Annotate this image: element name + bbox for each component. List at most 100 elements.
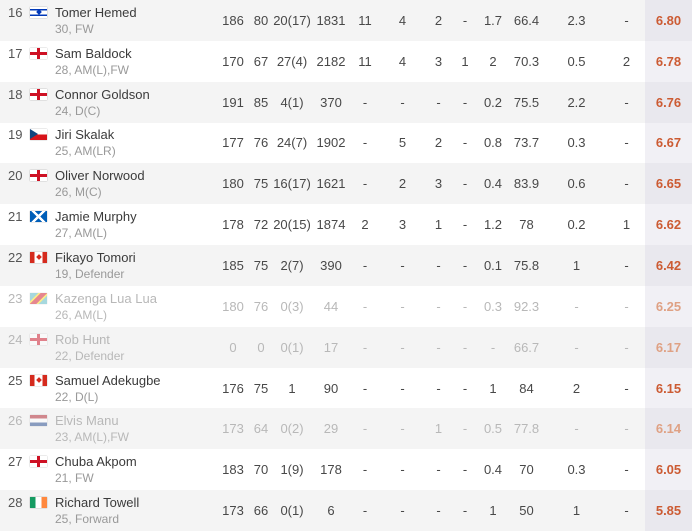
stat-motm: - [624, 462, 629, 478]
stat-height: 180 [216, 163, 250, 205]
stat-apps: 0(2) [272, 408, 312, 450]
player-rank: 27 [8, 454, 23, 470]
player-name[interactable]: Oliver Norwood [55, 168, 145, 184]
stat-mins: 2182 [316, 53, 346, 69]
dr-congo-flag-icon [30, 292, 47, 304]
player-rank: 16 [8, 4, 23, 20]
player-name[interactable]: Rob Hunt [55, 331, 110, 347]
stat-motm: - [608, 408, 645, 450]
stat-rating: 6.65 [645, 163, 692, 205]
stat-pass_pct: 78 [519, 217, 534, 233]
stat-aerials: 0.6 [545, 163, 608, 205]
player-name[interactable]: Richard Towell [55, 495, 140, 511]
player-cell: 16 Tomer Hemed 30, FW [0, 0, 216, 41]
player-meta: 27, AM(L) [55, 226, 108, 241]
stat-mins: 29 [312, 408, 350, 450]
stat-assists: 2 [380, 163, 425, 205]
stat-goals: 2 [361, 217, 369, 233]
stat-red: - [462, 462, 468, 478]
stat-spg: 0.5 [478, 408, 508, 450]
stat-mins: 44 [323, 298, 339, 314]
stat-rating: 6.62 [645, 204, 692, 246]
player-cell: 28 Richard Towell 25, Forward [0, 490, 216, 531]
stat-motm: - [608, 81, 645, 123]
stat-mins: 6 [312, 490, 350, 531]
stat-apps: 20(17) [272, 0, 312, 41]
stat-rating: 6.05 [645, 449, 692, 491]
table-row: 20 Oliver Norwood 26, M(C) 180 75 16(17) 1621-… [0, 163, 692, 205]
stat-weight: 76 [253, 135, 269, 151]
table-row: 17 Sam Baldock 28, AM(L),FW 170 67 27(4) 2182 1… [0, 40, 692, 82]
stat-aerials: 2.2 [545, 81, 608, 123]
player-rank: 20 [8, 168, 23, 184]
player-meta: 24, D(C) [55, 103, 101, 118]
stat-height: 177 [222, 135, 244, 151]
player-rank: 19 [8, 127, 23, 143]
stat-red: - [462, 135, 468, 151]
player-name[interactable]: Sam Baldock [55, 45, 132, 61]
stat-goals: - [350, 408, 380, 450]
stat-red: - [452, 408, 478, 450]
stat-red: - [452, 0, 478, 41]
ireland-flag-icon [30, 497, 47, 509]
stat-red: - [452, 81, 478, 123]
stat-red: 1 [461, 53, 469, 69]
stat-aerials: 0.2 [567, 217, 586, 233]
stat-yellow: - [425, 245, 452, 286]
stat-goals: - [362, 462, 368, 478]
stat-spg: - [478, 326, 508, 368]
player-meta: 19, Defender [55, 266, 125, 281]
stat-mins: 17 [312, 326, 350, 368]
stat-rating: 6.14 [645, 408, 692, 450]
stat-yellow: 2 [425, 0, 452, 41]
stat-weight: 80 [250, 0, 272, 41]
stat-yellow: - [436, 462, 441, 478]
stat-pass_pct: 83.9 [508, 163, 545, 205]
canada-flag-icon [30, 251, 47, 263]
player-cell: 17 Sam Baldock 28, AM(L),FW [0, 41, 216, 82]
stat-height: 176 [222, 380, 244, 396]
player-cell: 25 Samuel Adekugbe 22, D(L) [0, 368, 216, 409]
player-name[interactable]: Jamie Murphy [55, 209, 137, 225]
stat-yellow: - [436, 298, 441, 314]
player-name[interactable]: Fikayo Tomori [55, 249, 136, 265]
stat-red: - [452, 490, 478, 531]
table-row: 24 Rob Hunt 22, Defender 0 0 0(1) 17- - - - -66.7-… [0, 326, 692, 368]
player-name[interactable]: Jiri Skalak [55, 127, 115, 143]
stat-yellow: - [425, 81, 452, 123]
england-flag-icon [30, 88, 47, 100]
stat-yellow: 3 [434, 53, 443, 69]
player-name[interactable]: Elvis Manu [55, 413, 119, 429]
stat-rating: 6.25 [645, 285, 692, 327]
stat-goals: - [350, 163, 380, 205]
stat-red: - [452, 326, 478, 368]
table-row: 21 Jamie Murphy 27, AM(L) 178 72 20(15) 1874 2 3… [0, 204, 692, 246]
stat-assists: - [400, 298, 405, 314]
player-name[interactable]: Tomer Hemed [55, 4, 137, 20]
player-name[interactable]: Samuel Adekugbe [55, 372, 161, 388]
player-name[interactable]: Kazenga Lua Lua [55, 290, 157, 306]
stat-rating: 6.67 [645, 122, 692, 164]
stat-yellow: 3 [425, 163, 452, 205]
player-rank: 28 [8, 495, 23, 511]
player-meta: 26, M(C) [55, 185, 102, 200]
player-meta: 26, AM(L) [55, 307, 108, 322]
stat-goals: - [362, 380, 368, 396]
stat-pass_pct: 73.7 [513, 135, 540, 151]
stat-aerials: - [574, 298, 579, 314]
player-cell: 24 Rob Hunt 22, Defender [0, 326, 216, 368]
stat-goals: - [350, 81, 380, 123]
stat-apps: 20(15) [273, 217, 311, 233]
stat-height: 170 [222, 53, 244, 69]
stat-aerials: 0.5 [567, 53, 586, 69]
player-name[interactable]: Chuba Akpom [55, 454, 137, 470]
stat-rating: 5.85 [645, 490, 692, 531]
stat-mins: 1831 [312, 0, 350, 41]
stat-motm: - [608, 163, 645, 205]
stat-aerials: 2 [572, 380, 581, 396]
player-cell: 22 Fikayo Tomori 19, Defender [0, 245, 216, 286]
stat-yellow: - [425, 490, 452, 531]
player-name[interactable]: Connor Goldson [55, 86, 150, 102]
player-meta: 25, AM(LR) [55, 144, 116, 159]
table-row: 23 Kazenga Lua Lua 26, AM(L) 180 76 0(3) 44 - - -… [0, 285, 692, 327]
